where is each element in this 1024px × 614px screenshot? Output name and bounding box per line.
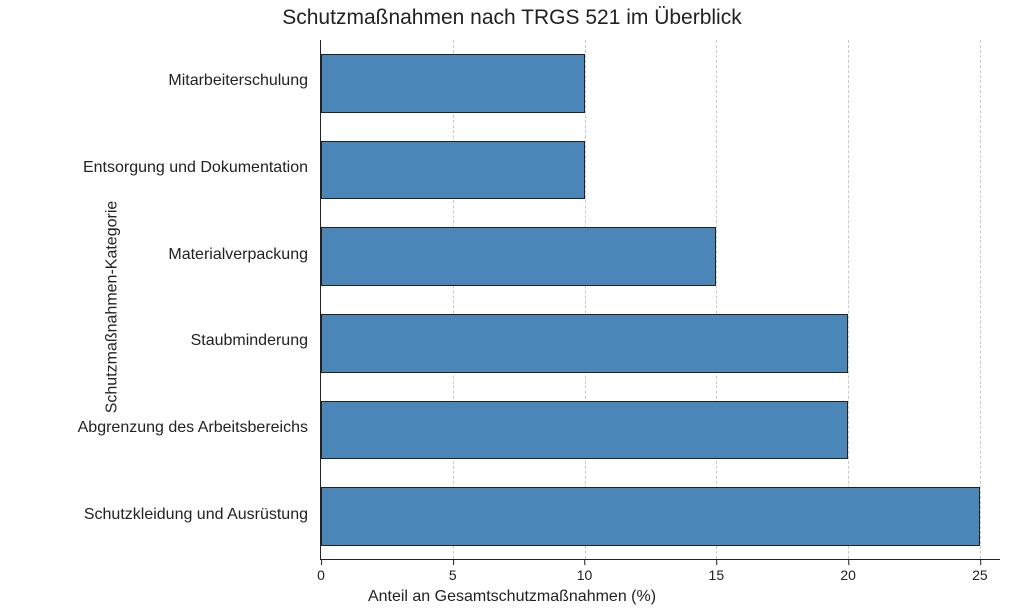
- chart-title: Schutzmaßnahmen nach TRGS 521 im Überbli…: [0, 6, 1024, 30]
- y-axis-label: Schutzmaßnahmen-Kategorie: [103, 201, 121, 414]
- gridline: [980, 40, 981, 559]
- y-tick-label: Materialverpackung: [0, 246, 308, 264]
- bar: [321, 54, 585, 113]
- bar: [321, 141, 585, 200]
- x-tick-label: 5: [449, 559, 457, 583]
- gridline: [585, 40, 586, 559]
- y-tick-label: Staubminderung: [0, 332, 308, 350]
- x-tick-label: 15: [709, 559, 725, 583]
- x-tick-label: 0: [317, 559, 325, 583]
- gridline: [716, 40, 717, 559]
- chart-container: Schutzmaßnahmen nach TRGS 521 im Überbli…: [0, 0, 1024, 614]
- bar: [321, 314, 848, 373]
- y-tick-label: Schutzkleidung und Ausrüstung: [0, 506, 308, 524]
- gridline: [848, 40, 849, 559]
- x-tick-label: 25: [972, 559, 988, 583]
- bar: [321, 487, 980, 546]
- y-tick-label: Abgrenzung des Arbeitsbereichs: [0, 419, 308, 437]
- y-tick-label: Mitarbeiterschulung: [0, 72, 308, 90]
- x-axis-label: Anteil an Gesamtschutzmaßnahmen (%): [0, 588, 1024, 606]
- x-tick-label: 10: [577, 559, 593, 583]
- gridline: [453, 40, 454, 559]
- x-tick-label: 20: [840, 559, 856, 583]
- bar: [321, 227, 716, 286]
- y-tick-label: Entsorgung und Dokumentation: [0, 159, 308, 177]
- plot-area: 0510152025: [320, 40, 1000, 560]
- bar: [321, 401, 848, 460]
